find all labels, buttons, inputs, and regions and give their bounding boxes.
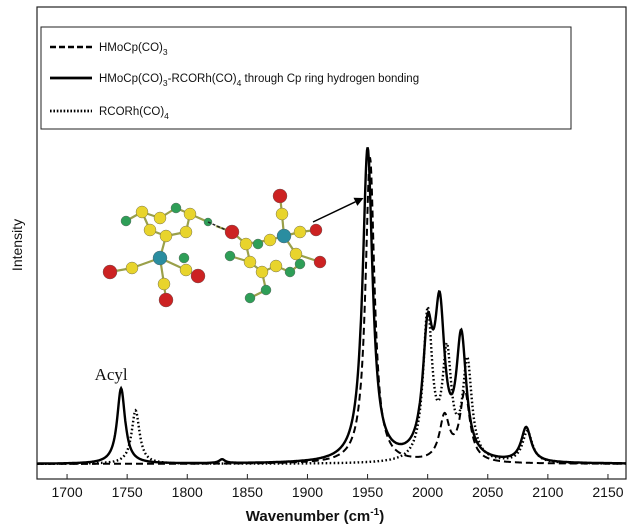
molecule-atom — [294, 258, 306, 270]
molecule-atom — [135, 205, 149, 219]
molecule-atom — [152, 250, 168, 266]
series-layer — [37, 147, 626, 465]
x-tick-label: 2050 — [472, 484, 503, 500]
molecule-atom — [272, 188, 288, 204]
molecule-atom — [183, 207, 197, 221]
molecule-atom — [260, 284, 272, 296]
y-axis-label: Intensity — [9, 219, 25, 271]
x-tick-label: 1900 — [292, 484, 323, 500]
molecule-atom — [239, 237, 253, 251]
molecule-atom — [252, 238, 264, 250]
molecule-atom — [269, 259, 283, 273]
molecule-atom — [143, 223, 157, 237]
annotation-arrow — [312, 201, 356, 223]
molecule-illustration — [102, 188, 327, 308]
x-tick-label: 1700 — [51, 484, 82, 500]
legend: HMoCp(CO)3 HMoCp(CO)3-RCORh(CO)4 through … — [40, 26, 572, 130]
molecule-atom — [275, 207, 289, 221]
legend-label: RCORh(CO)4 — [99, 106, 169, 121]
hydrogen-bond — [207, 221, 227, 231]
molecule-atom — [179, 263, 193, 277]
molecule-atom — [190, 268, 206, 284]
x-axis-ticks: 1700 1750 1800 1850 1900 1950 2000 2050 2100 2150 — [51, 474, 624, 500]
x-tick-label: 2100 — [532, 484, 563, 500]
series-line-solid — [37, 147, 626, 465]
molecule-atom — [158, 292, 174, 308]
molecule-atom — [284, 266, 296, 278]
molecule-atom — [159, 229, 173, 243]
x-tick-label: 2150 — [592, 484, 623, 500]
molecule-atom — [289, 247, 303, 261]
molecule-atom — [243, 255, 257, 269]
x-tick-label: 1850 — [232, 484, 263, 500]
molecule-atom — [263, 233, 277, 247]
molecule-atom — [244, 292, 256, 304]
legend-label: HMoCp(CO)3 — [99, 42, 168, 57]
x-tick-label: 1950 — [352, 484, 383, 500]
molecule-atom — [313, 255, 327, 269]
molecule-atom — [178, 252, 190, 264]
molecule-atom — [255, 265, 269, 279]
series-line-dashed — [37, 157, 626, 465]
molecule-atom — [120, 215, 132, 227]
molecule-atom — [153, 211, 167, 225]
series-line-dotted — [37, 303, 626, 465]
arrow-head — [353, 197, 364, 206]
molecule-atom — [125, 261, 139, 275]
annotation-acyl: Acyl — [95, 365, 128, 384]
molecule-atom — [170, 202, 182, 214]
x-tick-label: 1800 — [172, 484, 203, 500]
molecule-atom — [276, 228, 292, 244]
molecule-atom — [309, 223, 323, 237]
molecule-atom — [224, 224, 240, 240]
x-tick-label: 1750 — [112, 484, 143, 500]
molecule-atom — [224, 250, 236, 262]
molecule-atom — [102, 264, 118, 280]
molecule-atom — [157, 277, 171, 291]
molecule-atom — [179, 225, 193, 239]
legend-box — [40, 26, 572, 130]
x-axis-label: Wavenumber (cm-1) — [246, 507, 384, 525]
molecule-atom — [293, 225, 307, 239]
legend-label: HMoCp(CO)3-RCORh(CO)4 through Cp ring hy… — [99, 73, 419, 88]
x-tick-label: 2000 — [412, 484, 443, 500]
